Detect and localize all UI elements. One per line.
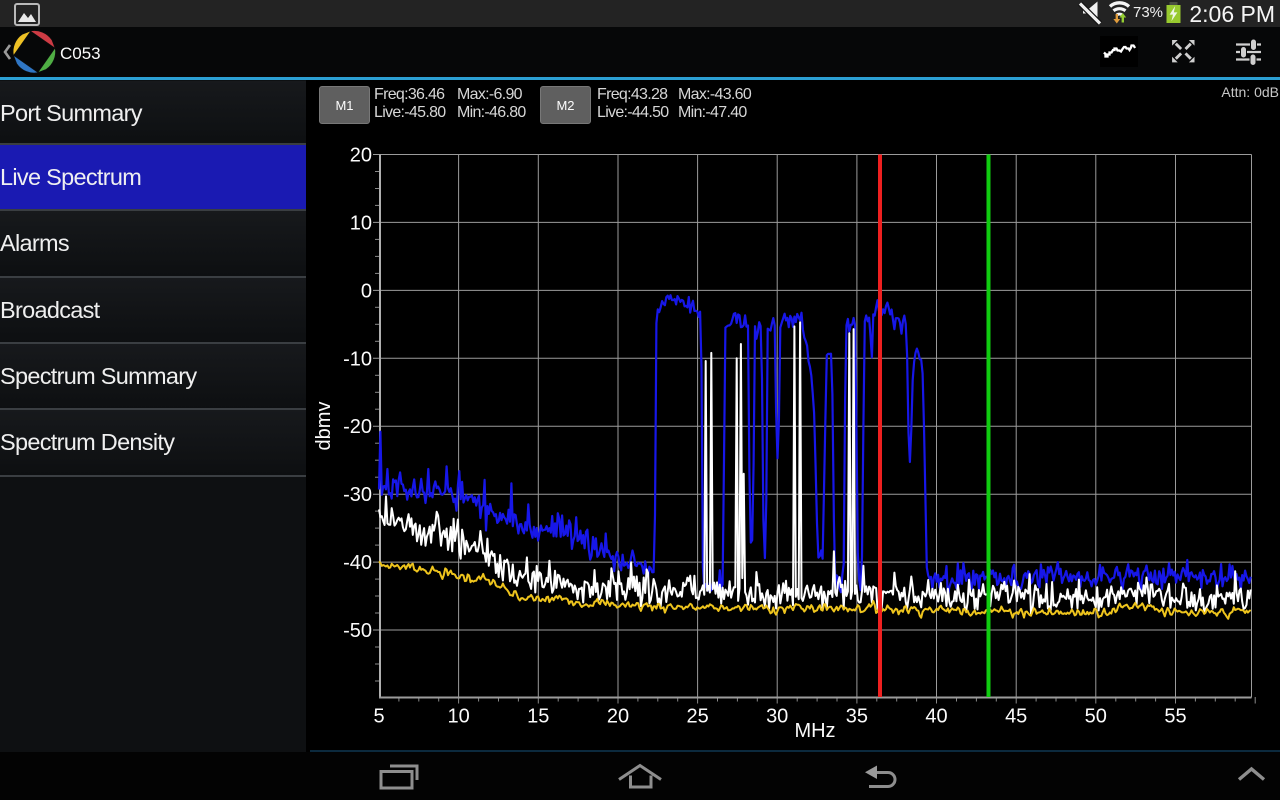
svg-text:MHz: MHz [794,720,835,742]
svg-text:20: 20 [350,145,372,167]
svg-text:-10: -10 [343,348,372,370]
svg-text:35: 35 [846,706,868,728]
svg-text:40: 40 [925,706,947,728]
svg-text:10: 10 [447,706,469,728]
svg-text:30: 30 [766,706,788,728]
svg-text:5: 5 [373,706,384,728]
svg-text:15: 15 [527,706,549,728]
svg-text:10: 10 [350,212,372,234]
svg-text:-20: -20 [343,416,372,438]
svg-text:-50: -50 [343,620,372,642]
svg-text:45: 45 [1005,706,1027,728]
svg-text:dbmv: dbmv [313,402,335,451]
svg-text:50: 50 [1085,706,1107,728]
svg-text:-30: -30 [343,484,372,506]
svg-text:0: 0 [361,280,372,302]
svg-text:55: 55 [1164,706,1186,728]
svg-text:25: 25 [686,706,708,728]
svg-text:20: 20 [607,706,629,728]
svg-text:-40: -40 [343,552,372,574]
